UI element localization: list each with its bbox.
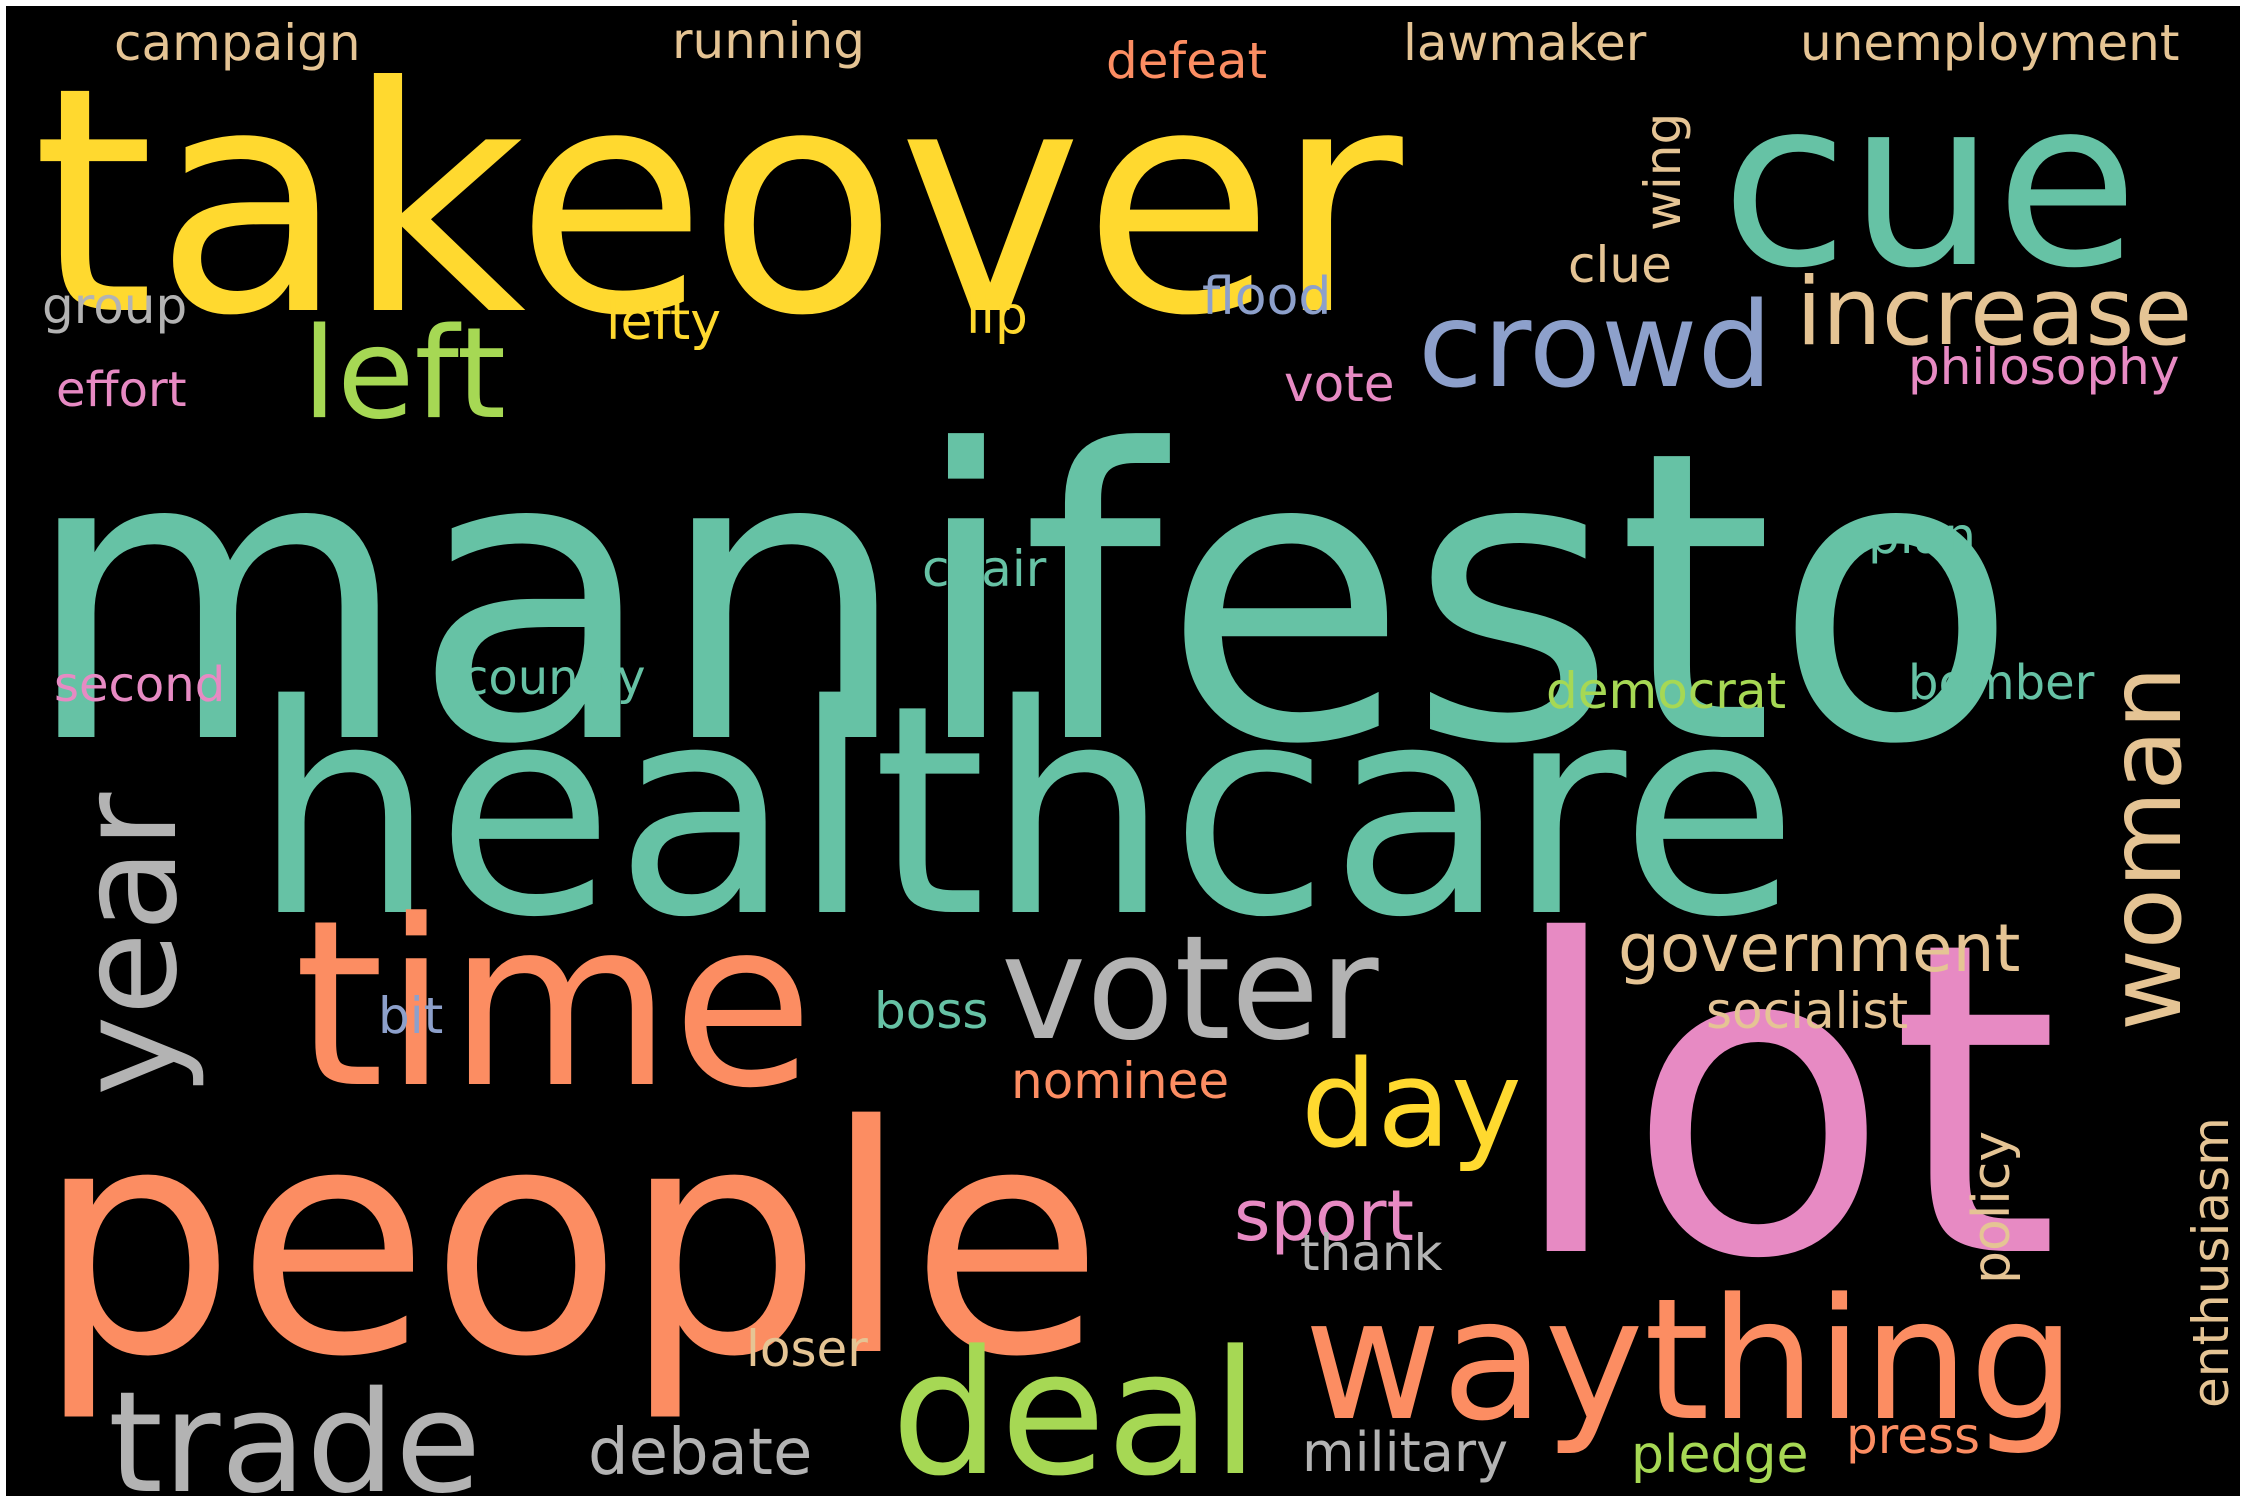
word-day: day xyxy=(1301,1036,1522,1175)
word-group: group xyxy=(42,277,188,335)
word-time: time xyxy=(294,872,814,1139)
word-plan: plan xyxy=(1868,507,1976,565)
word-second: second xyxy=(54,657,226,713)
word-policy: policy xyxy=(1962,1130,2022,1284)
word-running: running xyxy=(672,12,865,70)
word-vote: vote xyxy=(1284,355,1395,413)
word-manifesto: manifesto xyxy=(22,367,2019,832)
word-bomber: bomber xyxy=(1908,655,2095,711)
word-waything: waything xyxy=(1304,1262,2076,1458)
word-increase: increase xyxy=(1796,258,2193,367)
word-year: year xyxy=(50,792,208,1096)
word-government: government xyxy=(1618,910,2021,987)
word-effort: effort xyxy=(56,362,187,418)
word-cue: cue xyxy=(1721,49,2139,319)
word-military: military xyxy=(1302,1421,1509,1484)
word-thank: thank xyxy=(1300,1224,1443,1282)
word-loser: loser xyxy=(746,1320,868,1378)
word-lot: lot xyxy=(1506,850,2060,1353)
word-democrat: democrat xyxy=(1546,662,1787,720)
word-lawmaker: lawmaker xyxy=(1403,14,1647,72)
word-socialist: socialist xyxy=(1706,982,1909,1040)
word-debate: debate xyxy=(588,1416,813,1490)
word-deal: deal xyxy=(891,1313,1260,1497)
word-healthcare: healthcare xyxy=(252,644,1799,981)
word-bit: bit xyxy=(378,987,444,1045)
word-woman: woman xyxy=(2087,665,2204,1031)
word-cloud: manifesto takeover cue healthcare lot pe… xyxy=(6,6,2240,1496)
word-trade: trade xyxy=(108,1362,482,1497)
word-chair: chair xyxy=(922,540,1047,598)
word-unemployment: unemployment xyxy=(1800,14,2180,72)
word-campaign: campaign xyxy=(114,14,361,72)
word-wing: wing xyxy=(1634,112,1692,231)
word-left: left xyxy=(302,300,507,447)
word-enthusiasm: enthusiasm xyxy=(2182,1117,2240,1408)
word-boss: boss xyxy=(874,982,989,1040)
word-nominee: nominee xyxy=(1011,1052,1230,1110)
word-pledge: pledge xyxy=(1631,1425,1809,1485)
word-country: country xyxy=(462,650,646,706)
word-flood: flood xyxy=(1202,267,1332,327)
word-press: press xyxy=(1846,1407,1981,1465)
word-people: people xyxy=(36,1060,1104,1426)
word-crowd: crowd xyxy=(1418,276,1773,414)
word-clue: clue xyxy=(1568,236,1672,294)
word-defeat: defeat xyxy=(1106,32,1268,90)
word-takeover: takeover xyxy=(32,20,1403,384)
word-philosophy: philosophy xyxy=(1908,338,2180,396)
word-voter: voter xyxy=(1001,904,1379,1072)
word-lip: lip xyxy=(966,286,1028,346)
word-sport: sport xyxy=(1234,1175,1414,1257)
word-lefty: lefty xyxy=(606,292,721,352)
